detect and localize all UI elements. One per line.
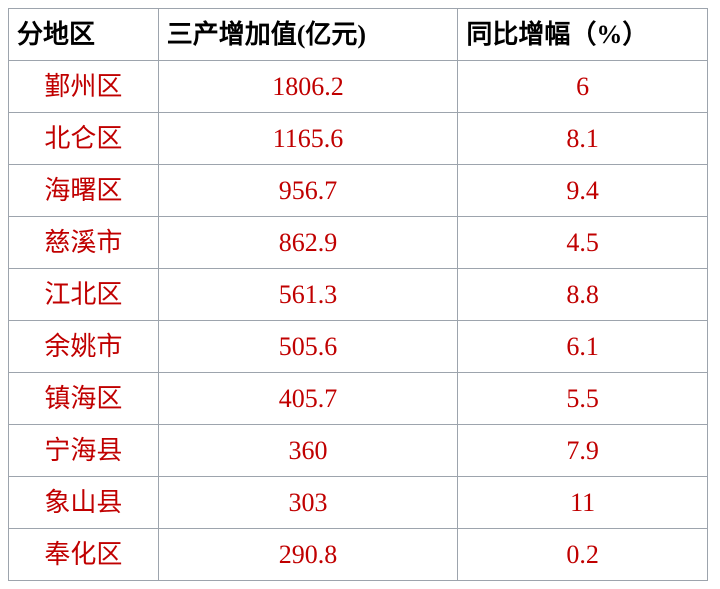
cell-value: 405.7: [158, 373, 458, 425]
cell-value: 360: [158, 425, 458, 477]
table-row: 海曙区 956.7 9.4: [9, 165, 708, 217]
cell-value: 303: [158, 477, 458, 529]
cell-value: 290.8: [158, 529, 458, 581]
cell-value: 1806.2: [158, 61, 458, 113]
cell-growth: 11: [458, 477, 708, 529]
table-row: 慈溪市 862.9 4.5: [9, 217, 708, 269]
cell-region: 慈溪市: [9, 217, 159, 269]
cell-region: 余姚市: [9, 321, 159, 373]
table-row: 余姚市 505.6 6.1: [9, 321, 708, 373]
cell-region: 海曙区: [9, 165, 159, 217]
cell-region: 象山县: [9, 477, 159, 529]
table-row: 北仑区 1165.6 8.1: [9, 113, 708, 165]
cell-value: 862.9: [158, 217, 458, 269]
table-row: 鄞州区 1806.2 6: [9, 61, 708, 113]
cell-region: 北仑区: [9, 113, 159, 165]
cell-value: 956.7: [158, 165, 458, 217]
table-row: 宁海县 360 7.9: [9, 425, 708, 477]
table-row: 镇海区 405.7 5.5: [9, 373, 708, 425]
cell-growth: 6.1: [458, 321, 708, 373]
cell-growth: 0.2: [458, 529, 708, 581]
cell-growth: 4.5: [458, 217, 708, 269]
cell-growth: 5.5: [458, 373, 708, 425]
table-row: 奉化区 290.8 0.2: [9, 529, 708, 581]
cell-region: 鄞州区: [9, 61, 159, 113]
table-header-row: 分地区 三产增加值(亿元) 同比增幅（%）: [9, 9, 708, 61]
cell-growth: 8.8: [458, 269, 708, 321]
cell-growth: 9.4: [458, 165, 708, 217]
cell-region: 宁海县: [9, 425, 159, 477]
col-header-region: 分地区: [9, 9, 159, 61]
cell-growth: 6: [458, 61, 708, 113]
data-table: 分地区 三产增加值(亿元) 同比增幅（%） 鄞州区 1806.2 6 北仑区 1…: [8, 8, 708, 581]
cell-region: 江北区: [9, 269, 159, 321]
cell-region: 镇海区: [9, 373, 159, 425]
cell-region: 奉化区: [9, 529, 159, 581]
col-header-growth: 同比增幅（%）: [458, 9, 708, 61]
cell-value: 561.3: [158, 269, 458, 321]
cell-value: 505.6: [158, 321, 458, 373]
cell-growth: 7.9: [458, 425, 708, 477]
table-body: 鄞州区 1806.2 6 北仑区 1165.6 8.1 海曙区 956.7 9.…: [9, 61, 708, 581]
cell-value: 1165.6: [158, 113, 458, 165]
table-row: 象山县 303 11: [9, 477, 708, 529]
col-header-value: 三产增加值(亿元): [158, 9, 458, 61]
cell-growth: 8.1: [458, 113, 708, 165]
table-row: 江北区 561.3 8.8: [9, 269, 708, 321]
table-header: 分地区 三产增加值(亿元) 同比增幅（%）: [9, 9, 708, 61]
